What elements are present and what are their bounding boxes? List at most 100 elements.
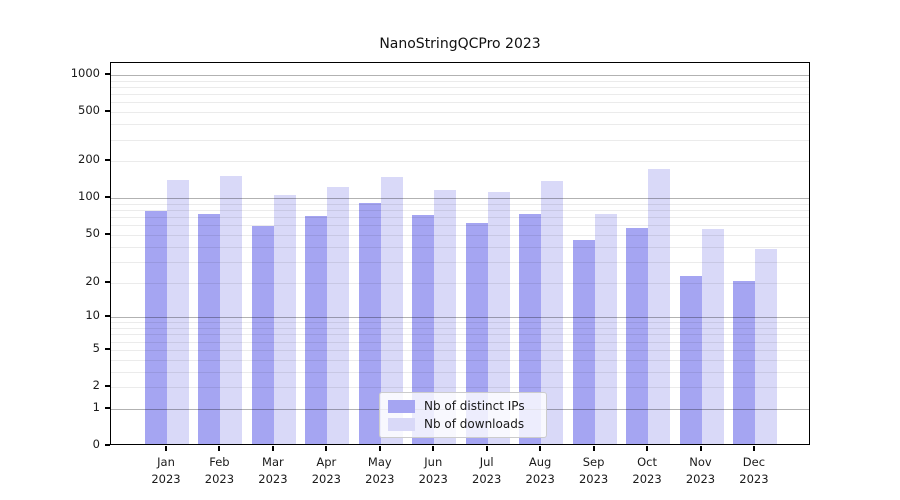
chart-title: NanoStringQCPro 2023: [379, 36, 541, 52]
x-tick: [752, 446, 755, 451]
gridline-major: [111, 75, 809, 76]
bar-downloads-jun: [434, 190, 457, 444]
bar-downloads-feb: [220, 175, 243, 444]
bar-downloads-jul: [487, 192, 510, 444]
legend-item-distinct-ips: Nb of distinct IPs: [388, 399, 536, 413]
gridline-minor: [111, 349, 809, 351]
bar-ips-jul: [465, 223, 488, 444]
y-tick: [105, 406, 110, 409]
bar-ips-oct: [626, 227, 649, 444]
x-tick-label: Mar 2023: [258, 455, 288, 486]
x-tick-label: Sep 2023: [578, 455, 609, 486]
x-tick-label: Jun 2023: [418, 455, 448, 486]
plot-area: Nb of distinct IPs Nb of downloads: [110, 62, 810, 445]
gridline-minor: [111, 86, 809, 88]
x-tick-label: Jan 2023: [151, 455, 181, 486]
y-tick-label: 0: [92, 437, 100, 451]
bar-ips-dec: [732, 280, 755, 444]
gridline-minor: [111, 161, 809, 163]
y-tick-label: 50: [85, 225, 100, 240]
bar-downloads-dec: [754, 248, 777, 444]
bar-ips-feb: [198, 213, 221, 444]
gridline-minor: [111, 203, 809, 205]
legend-swatch-distinct-ips: [388, 399, 415, 413]
x-tick-label: May 2023: [365, 455, 395, 486]
x-tick: [165, 446, 167, 451]
y-tick: [105, 110, 110, 113]
gridline-minor: [111, 341, 809, 343]
gridline-minor: [111, 328, 809, 329]
x-tick-label: Nov 2023: [685, 455, 716, 486]
gridline-minor: [111, 334, 809, 336]
bar-downloads-may: [380, 177, 403, 444]
x-tick-label: Feb 2023: [204, 455, 235, 486]
gridline-minor: [111, 80, 809, 82]
bar-ips-mar: [251, 225, 274, 444]
x-tick: [325, 446, 328, 451]
gridline-minor: [111, 261, 809, 263]
gridline-minor: [111, 94, 809, 96]
bar-ips-nov: [679, 275, 702, 444]
bar-downloads-jan: [167, 180, 189, 444]
bar-ips-jun: [412, 215, 435, 444]
y-tick: [105, 159, 110, 162]
y-tick: [105, 232, 110, 235]
y-tick-label: 10: [85, 308, 100, 323]
gridline-minor: [111, 102, 809, 104]
bar-downloads-aug: [541, 181, 564, 444]
bar-downloads-apr: [327, 187, 350, 444]
gridline-major: [111, 198, 809, 200]
y-tick: [105, 196, 110, 199]
bar-ips-may: [358, 202, 381, 444]
y-tick: [105, 444, 110, 446]
x-tick: [378, 446, 381, 451]
y-tick-label: 1: [92, 399, 100, 414]
x-tick: [485, 446, 488, 451]
bar-downloads-mar: [273, 194, 296, 444]
x-tick: [271, 446, 274, 451]
bar-ips-apr: [305, 215, 328, 444]
x-tick: [218, 446, 221, 451]
bar-ips-aug: [519, 213, 542, 444]
gridline-major: [111, 317, 809, 319]
y-tick: [105, 385, 110, 387]
y-tick: [105, 280, 110, 283]
gridline-minor: [111, 387, 809, 388]
legend-label-downloads: Nb of downloads: [424, 417, 525, 431]
gridline-minor: [111, 282, 809, 284]
x-tick-label: Aug 2023: [525, 455, 555, 486]
y-tick-label: 1000: [70, 66, 100, 80]
x-tick-label: Jul 2023: [472, 455, 502, 486]
legend-label-distinct-ips: Nb of distinct IPs: [424, 399, 525, 413]
y-tick: [105, 73, 110, 75]
y-tick-label: 500: [78, 103, 100, 118]
x-tick: [592, 446, 595, 451]
x-tick-label: Dec 2023: [739, 455, 769, 486]
gridline-minor: [111, 246, 809, 248]
x-tick: [432, 446, 435, 451]
gridline-minor: [111, 210, 809, 212]
x-tick: [646, 446, 649, 451]
gridline-minor: [111, 124, 809, 126]
legend-swatch-downloads: [388, 417, 415, 431]
y-tick-label: 5: [92, 340, 100, 355]
gridline-minor: [111, 359, 809, 361]
y-tick: [105, 315, 110, 318]
y-tick-label: 20: [85, 273, 100, 288]
gridline-minor: [111, 217, 809, 219]
legend-item-downloads: Nb of downloads: [388, 417, 536, 431]
legend: Nb of distinct IPs Nb of downloads: [379, 392, 547, 438]
x-tick-label: Oct 2023: [632, 455, 662, 486]
gridline-minor: [111, 112, 809, 114]
x-tick: [699, 446, 702, 451]
bar-downloads-oct: [648, 169, 671, 444]
gridline-minor: [111, 234, 809, 236]
y-tick: [105, 347, 110, 350]
bar-ips-jan: [145, 211, 167, 444]
y-tick-label: 100: [78, 189, 100, 204]
x-tick-label: Apr 2023: [311, 455, 341, 486]
bar-ips-sep: [572, 239, 595, 444]
x-tick: [539, 446, 542, 451]
bar-downloads-sep: [594, 214, 617, 444]
